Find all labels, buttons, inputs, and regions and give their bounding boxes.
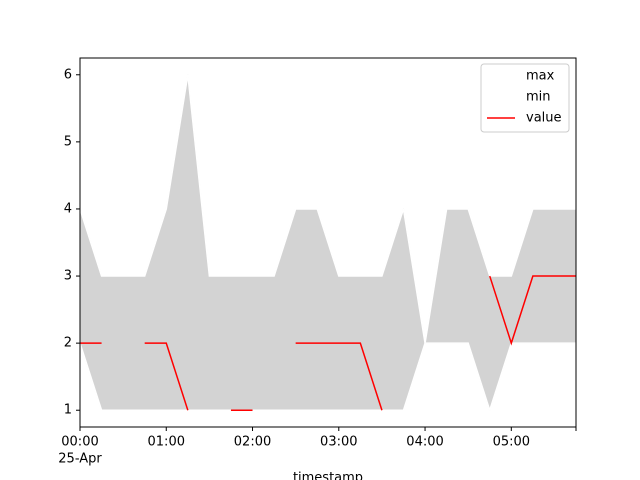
series-line (80, 275, 576, 411)
x-axis-label: timestamp (293, 471, 363, 480)
x-tick-date: 25-Apr (58, 452, 102, 467)
x-tick-label: 01:00 (148, 435, 185, 450)
x-tick-label: 03:00 (320, 435, 357, 450)
legend-label: max (526, 69, 555, 84)
legend-label: value (526, 111, 562, 126)
series-line (79, 74, 576, 344)
y-tick-label: 1 (64, 403, 72, 418)
legend-box (480, 63, 570, 133)
x-tick-label: 02:00 (234, 435, 271, 450)
y-tick-label: 4 (64, 201, 72, 216)
x-tick-label: 05:00 (493, 435, 530, 450)
x-tick-label: 00:00 (61, 435, 98, 450)
y-tick-label: 5 (64, 134, 72, 149)
y-tick-label: 2 (64, 336, 72, 351)
y-tick-label: 6 (64, 67, 72, 82)
plot-frame (79, 57, 577, 428)
series-line (79, 342, 576, 413)
y-tick-label: 3 (64, 269, 72, 284)
x-tick-label: 04:00 (406, 435, 443, 450)
legend-label: min (526, 90, 551, 105)
